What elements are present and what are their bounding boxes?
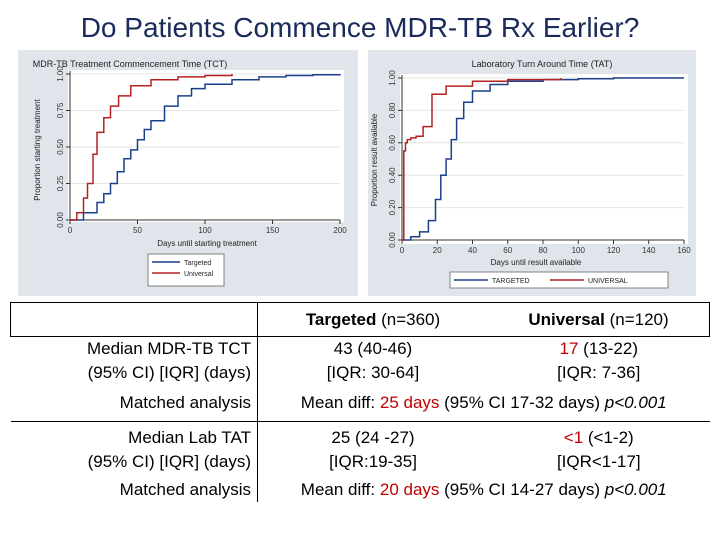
- x-tick-label: 140: [642, 246, 656, 255]
- y-tick-label: 0.80: [388, 102, 397, 118]
- y-tick-label: 0.20: [388, 199, 397, 215]
- x-tick-label: 60: [503, 246, 512, 255]
- y-tick-label: 0.60: [388, 134, 397, 150]
- chart-title: Laboratory Turn Around Time (TAT): [472, 59, 613, 69]
- x-tick-label: 150: [266, 226, 280, 235]
- y-tick-label: 1.00: [388, 70, 397, 86]
- results-table: Targeted (n=360) Universal (n=120) Media…: [10, 302, 710, 502]
- legend-label: Universal: [184, 271, 214, 278]
- header-universal: Universal (n=120): [488, 302, 710, 337]
- x-axis-label: Days until result available: [491, 258, 582, 267]
- tct-matched-value: Mean diff: 25 days (95% CI 17-32 days) p…: [300, 393, 667, 412]
- header-empty-cell: [10, 302, 258, 337]
- series-line-targeted: [70, 73, 341, 221]
- legend-label: TARGETED: [492, 278, 530, 285]
- x-tick-label: 20: [433, 246, 442, 255]
- slide-title: Do Patients Commence MDR-TB Rx Earlier?: [80, 12, 640, 43]
- y-tick-label: 0.75: [56, 102, 65, 118]
- tct-km-chart: MDR-TB Treatment Commencement Time (TCT)…: [33, 59, 347, 287]
- tat-targeted-value: 25 (24 -27) [IQR:19-35]: [257, 421, 488, 474]
- x-tick-label: 0: [68, 226, 73, 235]
- tat-label: Median Lab TAT (95% CI) [IQR] (days): [10, 421, 258, 474]
- x-tick-label: 40: [468, 246, 477, 255]
- plot-background: [400, 74, 688, 244]
- tct-label: Median MDR-TB TCT (95% CI) [IQR] (days): [10, 336, 258, 385]
- x-axis-label: Days until starting treatment: [157, 239, 257, 248]
- legend-box: [147, 253, 225, 287]
- x-tick-label: 160: [677, 246, 691, 255]
- y-tick-label: 0.40: [388, 167, 397, 183]
- y-tick-label: 0.00: [56, 212, 65, 228]
- tat-chart-panel: Laboratory Turn Around Time (TAT) 0.00 0.2…: [368, 50, 696, 296]
- plot-background: [68, 70, 344, 222]
- x-tick-label: 50: [133, 226, 142, 235]
- x-tick-label: 80: [539, 246, 548, 255]
- tct-universal-value: 17 (13-22) [IQR: 7-36]: [557, 339, 641, 382]
- y-tick-label: 1.00: [56, 66, 65, 82]
- tct-matched-label: Matched analysis: [10, 385, 258, 422]
- y-tick-label: 0.50: [56, 139, 65, 155]
- y-axis-label: Proportion result available: [370, 113, 379, 206]
- y-tick-label: 0.00: [388, 232, 397, 248]
- x-tick-label: 120: [607, 246, 621, 255]
- tct-targeted-value: 43 (40-46) [IQR: 30-64]: [326, 339, 420, 382]
- x-tick-label: 100: [198, 226, 212, 235]
- series-line-targeted: [402, 77, 684, 241]
- y-axis-label: Proportion starting treatment: [33, 99, 42, 201]
- y-tick-label: 0.25: [56, 175, 65, 191]
- tat-km-chart: Laboratory Turn Around Time (TAT) 0.00 0.2…: [370, 59, 691, 289]
- tat-matched-label: Matched analysis: [10, 474, 258, 502]
- x-tick-label: 200: [333, 226, 347, 235]
- x-tick-label: 0: [400, 246, 405, 255]
- tat-universal-value: <1 (<1-2) [IQR<1-17]: [488, 421, 710, 474]
- series-line-universal: [70, 74, 233, 221]
- chart-title: MDR-TB Treatment Commencement Time (TCT): [33, 59, 228, 69]
- header-targeted: Targeted (n=360): [257, 302, 488, 337]
- tct-chart-panel: MDR-TB Treatment Commencement Time (TCT)…: [18, 50, 358, 296]
- x-tick-label: 100: [572, 246, 586, 255]
- tat-matched-value: Mean diff: 20 days (95% CI 14-27 days) p…: [300, 480, 667, 499]
- legend-label: UNIVERSAL: [588, 278, 628, 285]
- legend-label: Targeted: [184, 260, 211, 267]
- series-line-universal: [402, 78, 562, 241]
